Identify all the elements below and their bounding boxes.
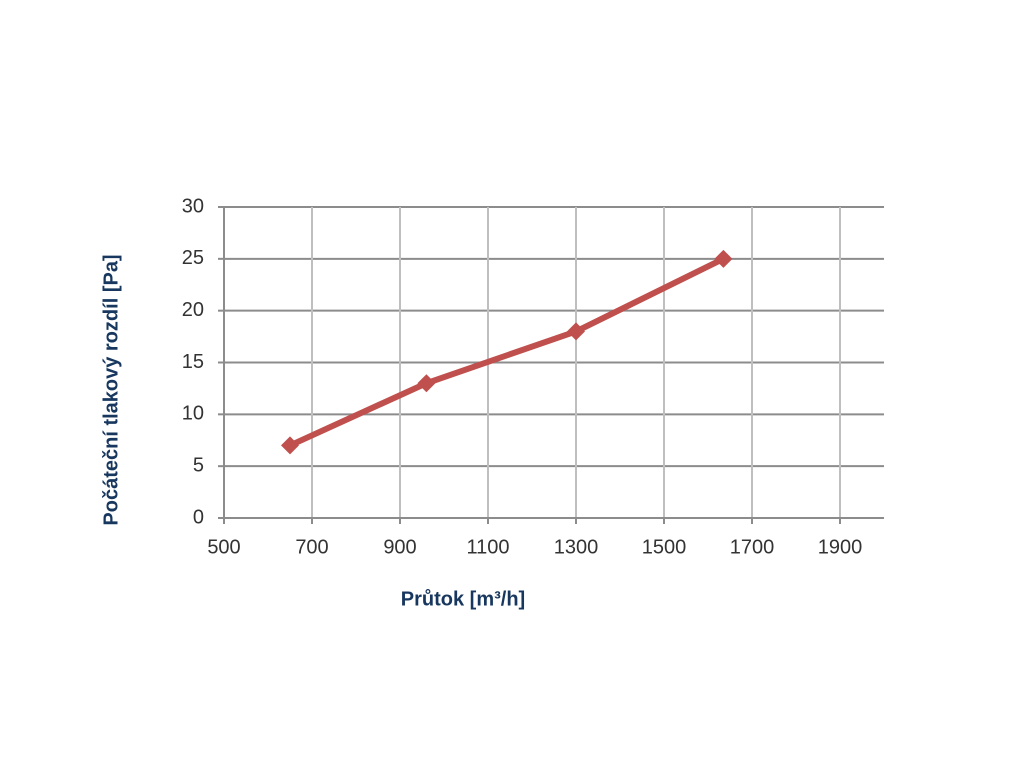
x-tick-label: 1100 [466,536,509,558]
y-tick-label: 10 [182,403,204,425]
x-tick-label: 1900 [818,536,863,558]
x-tick-label: 1700 [730,536,775,558]
y-tick-label: 20 [182,299,204,321]
x-tick-label: 900 [383,536,416,558]
marker [714,249,733,268]
y-tick-label: 30 [182,195,204,217]
y-tick-label: 0 [193,506,204,528]
x-tick-label: 1500 [642,536,687,558]
y-axis-title: Počáteční tlakový rozdíl [Pa] [100,254,122,525]
series-line [288,256,725,449]
x-tick-label: 700 [295,536,328,558]
y-tick-label: 15 [182,351,204,373]
marker [281,436,299,455]
y-tick-label: 25 [182,247,204,269]
x-tick-label: 1300 [554,536,599,558]
marker [567,322,585,341]
y-tick-label: 5 [193,454,204,476]
x-tick-label: 500 [207,536,240,558]
x-axis-title: Průtok [m³/h] [401,588,525,610]
marker [417,374,436,393]
